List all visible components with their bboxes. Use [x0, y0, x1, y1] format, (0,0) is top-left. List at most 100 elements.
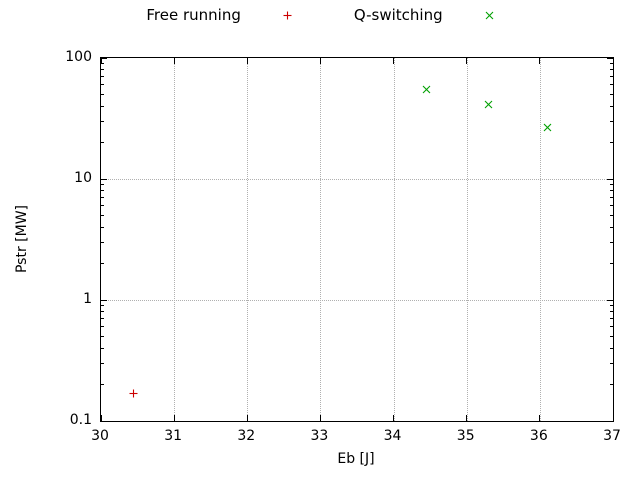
- x-tick-label: 32: [237, 428, 256, 444]
- x-tick-mark: [319, 415, 321, 421]
- y-minor-tick-mark: [101, 69, 104, 71]
- y-minor-tick-mark: [101, 93, 104, 95]
- y-minor-tick-mark: [610, 69, 613, 71]
- x-tick-mark: [466, 58, 468, 64]
- gridline-x-35: [466, 58, 468, 421]
- y-minor-tick-mark: [610, 76, 613, 78]
- y-minor-tick-mark: [610, 120, 613, 122]
- y-tick-label: 1: [83, 291, 92, 307]
- x-tick-mark: [100, 58, 102, 64]
- y-tick-label: 100: [65, 49, 92, 65]
- y-tick-mark: [607, 57, 613, 59]
- legend-item: Free running: [146, 6, 292, 24]
- y-minor-tick-mark: [610, 305, 613, 307]
- y-minor-tick-mark: [101, 347, 104, 349]
- y-minor-tick-mark: [610, 226, 613, 228]
- x-tick-label: 36: [529, 428, 548, 444]
- y-minor-tick-mark: [101, 76, 104, 78]
- x-tick-label: 30: [91, 428, 109, 444]
- y-tick-mark: [607, 420, 613, 422]
- y-minor-tick-mark: [101, 120, 104, 122]
- legend-item: Q-switching: [354, 6, 494, 24]
- y-minor-tick-mark: [101, 197, 104, 199]
- y-minor-tick-mark: [101, 362, 104, 364]
- y-minor-tick-mark: [101, 241, 104, 243]
- x-tick-label: 33: [310, 428, 329, 444]
- y-tick-mark: [607, 178, 613, 180]
- y-axis-label: Pstr [MW]: [14, 204, 30, 274]
- cross-marker-icon: [485, 11, 494, 20]
- y-minor-tick-mark: [610, 318, 613, 320]
- y-tick-mark: [101, 420, 107, 422]
- y-minor-tick-mark: [101, 214, 104, 216]
- y-minor-tick-mark: [610, 84, 613, 86]
- y-minor-tick-mark: [610, 263, 613, 265]
- y-minor-tick-mark: [101, 335, 104, 337]
- legend: Free running Q-switching: [0, 5, 640, 25]
- y-minor-tick-mark: [610, 105, 613, 107]
- x-tick-mark: [539, 415, 541, 421]
- y-minor-tick-mark: [101, 205, 104, 207]
- y-minor-tick-mark: [101, 226, 104, 228]
- x-axis-label: Eb [J]: [337, 451, 375, 467]
- y-minor-tick-mark: [610, 214, 613, 216]
- legend-label: Free running: [146, 6, 241, 24]
- y-minor-tick-mark: [610, 63, 613, 65]
- gridline-y-10: [101, 179, 613, 180]
- y-minor-tick-mark: [610, 362, 613, 364]
- x-tick-label: 37: [603, 428, 621, 444]
- gridline-x-36: [539, 58, 541, 421]
- data-point-q-switching: [543, 117, 552, 132]
- y-minor-tick-mark: [101, 184, 104, 186]
- y-minor-tick-mark: [610, 311, 613, 313]
- gridline-x-31: [174, 58, 176, 421]
- y-minor-tick-mark: [610, 335, 613, 337]
- y-minor-tick-mark: [101, 311, 104, 313]
- y-minor-tick-mark: [610, 347, 613, 349]
- x-tick-label: 31: [164, 428, 183, 444]
- y-minor-tick-mark: [101, 263, 104, 265]
- y-minor-tick-mark: [610, 142, 613, 144]
- legend-label: Q-switching: [353, 6, 443, 24]
- x-tick-mark: [246, 415, 248, 421]
- x-tick-mark: [612, 58, 614, 64]
- y-minor-tick-mark: [101, 105, 104, 107]
- y-minor-tick-mark: [610, 205, 613, 207]
- y-minor-tick-mark: [610, 326, 613, 328]
- gridline-y-1: [101, 300, 613, 301]
- data-point-q-switching: [422, 79, 431, 93]
- x-tick-mark: [539, 58, 541, 64]
- y-minor-tick-mark: [101, 384, 104, 386]
- data-point-q-switching: [484, 94, 493, 109]
- x-tick-label: 34: [383, 428, 402, 444]
- y-minor-tick-mark: [101, 326, 104, 328]
- x-tick-mark: [173, 58, 175, 64]
- y-minor-tick-mark: [101, 84, 104, 86]
- plus-marker-icon: [283, 11, 292, 20]
- gridline-x-33: [320, 58, 322, 421]
- y-minor-tick-mark: [610, 241, 613, 243]
- plot-area: [100, 57, 614, 422]
- y-minor-tick-mark: [610, 93, 613, 95]
- x-tick-mark: [393, 58, 395, 64]
- y-tick-mark: [607, 299, 613, 301]
- x-tick-mark: [612, 415, 614, 421]
- y-minor-tick-mark: [610, 190, 613, 192]
- data-point-free-running: [129, 383, 138, 398]
- gridline-x-32: [247, 58, 249, 421]
- y-minor-tick-mark: [101, 63, 104, 65]
- x-tick-mark: [393, 415, 395, 421]
- x-tick-mark: [100, 415, 102, 421]
- y-tick-mark: [101, 178, 107, 180]
- x-tick-mark: [466, 415, 468, 421]
- y-minor-tick-mark: [101, 305, 104, 307]
- y-tick-label: 10: [74, 170, 92, 186]
- y-minor-tick-mark: [610, 184, 613, 186]
- y-tick-mark: [101, 57, 107, 59]
- x-tick-mark: [173, 415, 175, 421]
- gridline-x-34: [393, 58, 395, 421]
- y-minor-tick-mark: [101, 142, 104, 144]
- x-tick-label: 35: [456, 428, 475, 444]
- y-minor-tick-mark: [610, 197, 613, 199]
